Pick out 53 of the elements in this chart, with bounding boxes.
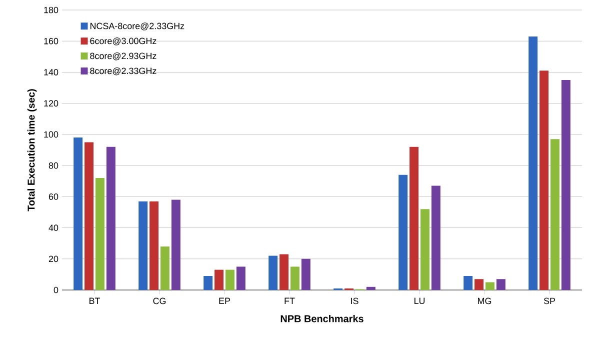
legend-label: 6core@3.00GHz xyxy=(90,38,156,46)
y-tick-label: 0 xyxy=(54,286,58,294)
legend-label: NCSA-8core@2.33GHz xyxy=(90,22,184,30)
x-tick-label: LU xyxy=(414,298,425,304)
x-tick-label: CG xyxy=(153,298,166,304)
x-tick-label: EP xyxy=(219,298,230,304)
bar xyxy=(431,186,440,290)
y-tick-label: 100 xyxy=(44,131,58,138)
y-tick-label: 40 xyxy=(48,224,58,231)
y-tick-label: 20 xyxy=(48,256,58,262)
bar xyxy=(106,146,116,290)
bar xyxy=(528,36,538,290)
bar xyxy=(236,266,246,290)
y-tick-label: 160 xyxy=(44,38,58,44)
bar xyxy=(486,282,494,290)
legend-label: 8core@2.33GHz xyxy=(90,67,156,76)
y-tick-label: 60 xyxy=(48,193,58,200)
y-tick-label: 120 xyxy=(44,100,58,107)
bar xyxy=(204,276,213,290)
bar xyxy=(280,254,289,290)
bar xyxy=(268,256,278,290)
bar xyxy=(74,138,83,290)
bar xyxy=(398,174,408,290)
bar xyxy=(410,146,419,290)
bar xyxy=(474,279,484,290)
bar xyxy=(496,279,506,290)
x-axis-title: NPB Benchmarks xyxy=(280,314,364,322)
bar xyxy=(138,201,148,290)
y-tick-label: 180 xyxy=(44,6,58,14)
bar xyxy=(301,258,310,290)
bar xyxy=(366,286,376,290)
bar xyxy=(561,80,570,290)
bar xyxy=(290,266,300,290)
bar xyxy=(150,201,159,290)
bar xyxy=(225,270,234,290)
bar xyxy=(160,246,170,290)
x-tick-label: MG xyxy=(478,298,492,304)
y-tick-label: 140 xyxy=(44,69,58,76)
legend-label: 8core@2.93GHz xyxy=(90,52,156,60)
y-tick-label: 80 xyxy=(48,162,58,169)
bar xyxy=(540,70,549,290)
bar xyxy=(420,209,430,290)
x-tick-label: SP xyxy=(544,298,556,304)
x-tick-label: IS xyxy=(351,298,358,304)
bar xyxy=(464,276,473,290)
bar xyxy=(95,178,104,290)
x-tick-label: FT xyxy=(284,298,295,304)
bar xyxy=(84,142,94,290)
bar xyxy=(214,270,224,290)
y-axis-title: Total Execution time (sec) xyxy=(27,89,37,212)
x-tick-label: BT xyxy=(90,298,100,304)
bar xyxy=(171,200,180,290)
bar xyxy=(550,139,560,290)
